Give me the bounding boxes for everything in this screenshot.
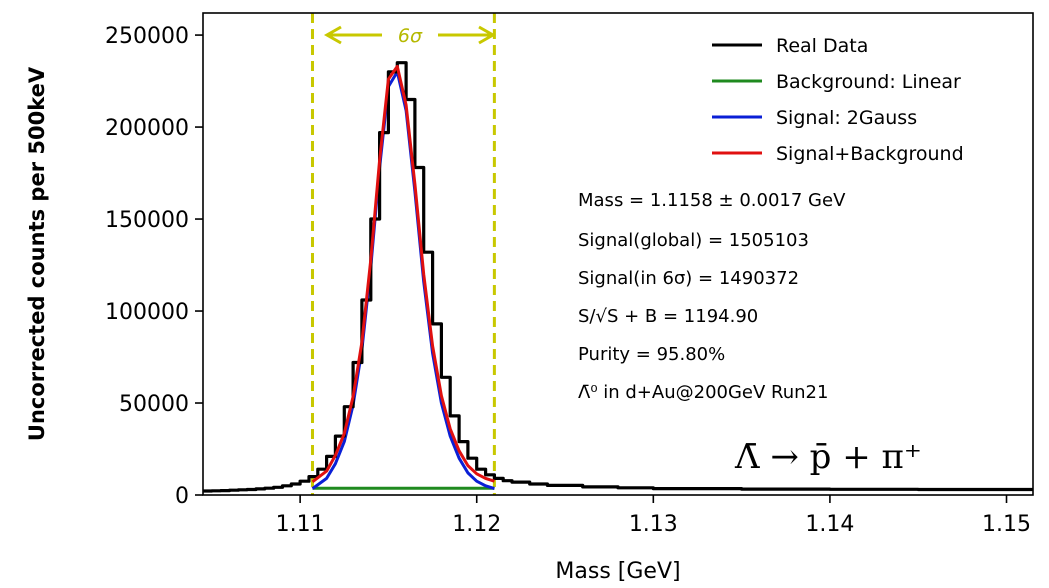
legend-label-real-data: Real Data [776, 35, 868, 57]
y-tick-label: 50000 [119, 392, 189, 417]
y-tick-label: 0 [175, 484, 189, 509]
x-tick-label: 1.12 [452, 512, 501, 537]
legend-label-signal: Signal: 2Gauss [776, 107, 917, 129]
x-tick-label: 1.11 [276, 512, 325, 537]
stat-dataset: Λ̄⁰ in d+Au@200GeV Run21 [578, 382, 828, 403]
x-axis: 1.11 1.12 1.13 1.14 1.15 [276, 495, 1031, 537]
y-axis-title: Uncorrected counts per 500keV [25, 66, 49, 441]
y-tick-label: 100000 [105, 300, 189, 325]
sigma-window-arrow: 6σ [323, 25, 497, 47]
y-axis: 0 50000 100000 150000 200000 250000 [105, 24, 203, 509]
x-tick-label: 1.15 [982, 512, 1031, 537]
x-tick-label: 1.13 [629, 512, 678, 537]
decay-equation: Λ̄ → p̄ + π⁺ [734, 437, 922, 477]
x-axis-title: Mass [GeV] [555, 559, 680, 584]
y-tick-label: 250000 [105, 24, 189, 49]
arrow-left-head [323, 25, 342, 45]
stat-purity: Purity = 95.80% [578, 344, 725, 365]
plot-background [203, 13, 1033, 495]
plot-frame [202, 12, 1034, 496]
series-line-signal-background [311, 64, 495, 483]
legend: Real Data Background: Linear Signal: 2Ga… [712, 35, 964, 165]
legend-label-signal-background: Signal+Background [776, 143, 964, 165]
stat-significance: S/√S + B = 1194.90 [578, 306, 758, 327]
arrow-right-head [478, 25, 497, 45]
legend-label-background: Background: Linear [776, 71, 961, 93]
sigma-window-label: 6σ [398, 25, 423, 47]
stat-signal-6sigma: Signal(in 6σ) = 1490372 [578, 268, 799, 289]
x-tick-label: 1.14 [805, 512, 854, 537]
y-tick-label: 200000 [105, 116, 189, 141]
stat-mass: Mass = 1.1158 ± 0.0017 GeV [578, 190, 846, 211]
y-tick-label: 150000 [105, 208, 189, 233]
stat-signal-global: Signal(global) = 1505103 [578, 230, 809, 251]
fit-statistics: Mass = 1.1158 ± 0.0017 GeV Signal(global… [578, 190, 846, 403]
series-layer [203, 61, 1033, 493]
window-lines [310, 13, 496, 495]
